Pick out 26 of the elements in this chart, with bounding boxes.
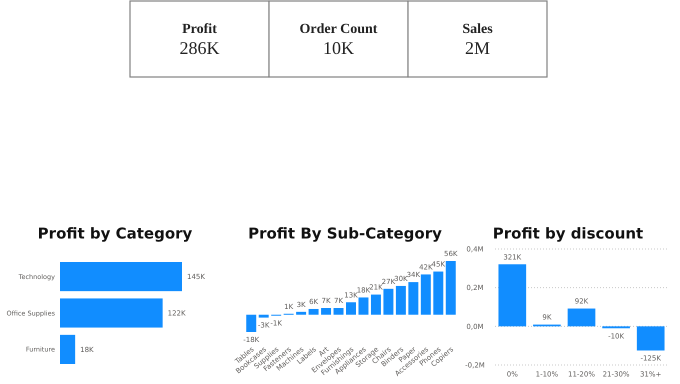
bar	[334, 308, 344, 315]
bar	[636, 326, 665, 350]
bar	[258, 314, 269, 318]
bar	[370, 294, 381, 315]
bar	[383, 288, 394, 315]
bar	[408, 282, 418, 315]
bar	[346, 302, 356, 315]
chart-title: Profit by discount	[492, 224, 644, 242]
bar	[433, 272, 444, 315]
text: 10K	[323, 38, 354, 58]
bar	[308, 308, 319, 315]
chart-title: Profit by Category	[38, 224, 193, 242]
bar	[321, 308, 332, 315]
chart-title: Profit By Sub-Category	[248, 224, 442, 242]
bar	[568, 308, 596, 326]
bar	[446, 261, 456, 315]
bar	[420, 274, 431, 315]
category-label: Profit	[182, 22, 218, 37]
bar	[246, 314, 256, 332]
bar	[396, 286, 406, 315]
category-label: Order Count	[300, 22, 378, 37]
bar	[498, 264, 526, 326]
bar	[358, 297, 368, 315]
category-label: Sales	[462, 22, 494, 37]
text: 2M	[464, 38, 490, 58]
text: 286K	[180, 38, 220, 58]
